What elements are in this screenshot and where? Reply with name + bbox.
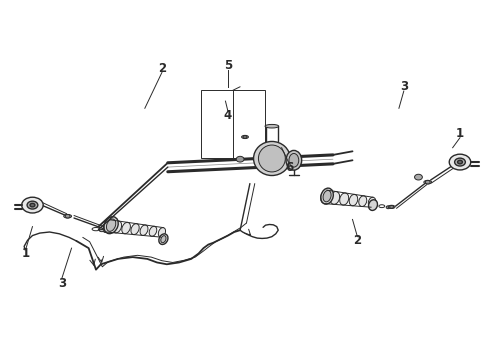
Ellipse shape bbox=[106, 219, 116, 231]
Ellipse shape bbox=[161, 236, 166, 243]
Ellipse shape bbox=[340, 193, 349, 205]
Ellipse shape bbox=[388, 205, 395, 208]
Ellipse shape bbox=[122, 222, 130, 234]
Ellipse shape bbox=[253, 141, 290, 176]
Ellipse shape bbox=[289, 153, 299, 167]
Ellipse shape bbox=[265, 125, 279, 128]
Circle shape bbox=[458, 160, 463, 164]
Circle shape bbox=[27, 201, 38, 209]
Circle shape bbox=[455, 158, 466, 166]
Text: 4: 4 bbox=[224, 109, 232, 122]
Ellipse shape bbox=[113, 221, 122, 233]
Ellipse shape bbox=[368, 200, 377, 211]
Ellipse shape bbox=[320, 190, 331, 204]
Circle shape bbox=[65, 215, 70, 218]
Ellipse shape bbox=[258, 145, 285, 172]
Circle shape bbox=[236, 156, 244, 162]
Ellipse shape bbox=[103, 220, 113, 232]
Text: 5: 5 bbox=[224, 59, 232, 72]
Ellipse shape bbox=[286, 150, 302, 170]
Bar bbox=[201, 90, 265, 158]
Ellipse shape bbox=[424, 180, 432, 184]
Text: 3: 3 bbox=[58, 278, 66, 291]
Circle shape bbox=[243, 135, 247, 138]
Ellipse shape bbox=[330, 192, 340, 204]
Ellipse shape bbox=[149, 226, 157, 236]
Ellipse shape bbox=[323, 190, 331, 202]
Ellipse shape bbox=[104, 217, 118, 234]
Ellipse shape bbox=[242, 135, 248, 139]
Ellipse shape bbox=[159, 234, 168, 244]
Text: 2: 2 bbox=[158, 62, 166, 75]
Circle shape bbox=[390, 206, 393, 208]
Ellipse shape bbox=[158, 228, 166, 237]
Ellipse shape bbox=[349, 194, 358, 206]
Text: 1: 1 bbox=[22, 247, 30, 260]
Ellipse shape bbox=[368, 197, 376, 207]
Ellipse shape bbox=[131, 224, 139, 235]
Ellipse shape bbox=[140, 225, 148, 235]
Circle shape bbox=[30, 203, 35, 207]
Circle shape bbox=[386, 206, 390, 209]
Text: 2: 2 bbox=[353, 234, 362, 247]
Circle shape bbox=[425, 180, 430, 184]
Circle shape bbox=[22, 197, 43, 213]
Ellipse shape bbox=[321, 188, 333, 204]
Circle shape bbox=[415, 174, 422, 180]
Ellipse shape bbox=[99, 229, 104, 231]
Ellipse shape bbox=[64, 215, 72, 218]
Text: 6: 6 bbox=[285, 161, 293, 174]
Text: 3: 3 bbox=[400, 80, 408, 93]
Circle shape bbox=[449, 154, 471, 170]
Text: 1: 1 bbox=[456, 127, 464, 140]
Ellipse shape bbox=[359, 196, 367, 207]
